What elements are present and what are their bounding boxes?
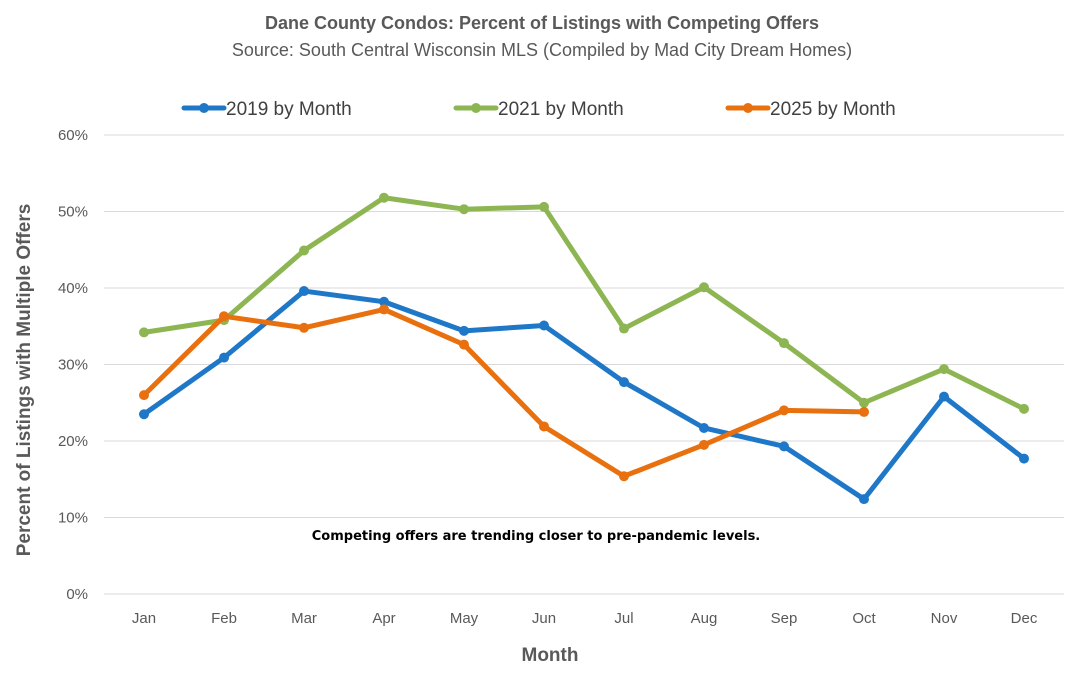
x-tick-label: May bbox=[450, 610, 479, 627]
x-tick-label: Oct bbox=[852, 610, 876, 627]
series-line bbox=[141, 288, 1027, 502]
data-point bbox=[139, 409, 149, 420]
legend-item: 2021 by Month bbox=[453, 99, 624, 120]
data-point bbox=[699, 439, 709, 450]
data-point bbox=[619, 377, 629, 388]
legend-swatch-marker bbox=[199, 103, 209, 113]
data-point bbox=[459, 339, 469, 350]
data-point bbox=[779, 338, 789, 349]
data-point bbox=[379, 296, 389, 307]
series-lines bbox=[139, 192, 1029, 505]
y-axis-ticks: 0% 10% 20% 30% 40% 50% 60% bbox=[58, 127, 88, 603]
x-tick-label: Nov bbox=[931, 610, 958, 627]
data-point bbox=[859, 406, 869, 417]
data-point bbox=[699, 422, 709, 433]
data-point bbox=[299, 286, 309, 297]
data-point bbox=[859, 494, 869, 505]
x-axis-ticks: Jan Feb Mar Apr May Jun Jul Aug Sep Oct Nov Dec bbox=[132, 610, 1038, 627]
chart-title: Dane County Condos: Percent of Listings … bbox=[265, 13, 819, 33]
series-2019 bbox=[139, 286, 1029, 505]
y-tick-label: 10% bbox=[58, 510, 88, 527]
data-point bbox=[619, 323, 629, 334]
legend-swatch-marker bbox=[471, 103, 481, 113]
legend-label: 2021 by Month bbox=[498, 99, 624, 120]
x-axis-title: Month bbox=[522, 645, 579, 666]
data-point bbox=[1019, 403, 1029, 414]
x-tick-label: Feb bbox=[211, 610, 237, 627]
data-point bbox=[139, 327, 149, 338]
series-line bbox=[141, 195, 1027, 412]
chart-annotation: Competing offers are trending closer to … bbox=[312, 529, 761, 544]
x-tick-label: Jul bbox=[614, 610, 633, 627]
data-point bbox=[859, 397, 869, 408]
chart-subtitle: Source: South Central Wisconsin MLS (Com… bbox=[232, 40, 852, 60]
data-point bbox=[139, 390, 149, 401]
data-point bbox=[459, 325, 469, 336]
legend-label: 2019 by Month bbox=[226, 99, 352, 120]
data-point bbox=[379, 304, 389, 315]
data-point bbox=[779, 441, 789, 452]
x-tick-label: Aug bbox=[691, 610, 718, 627]
data-point bbox=[539, 421, 549, 432]
data-point bbox=[939, 391, 949, 402]
data-point bbox=[779, 405, 789, 416]
data-point bbox=[1019, 453, 1029, 464]
data-point bbox=[619, 471, 629, 482]
y-tick-label: 30% bbox=[58, 357, 88, 374]
x-tick-label: Jan bbox=[132, 610, 156, 627]
y-tick-label: 20% bbox=[58, 433, 88, 450]
data-point bbox=[539, 201, 549, 212]
data-point bbox=[299, 245, 309, 256]
legend-label: 2025 by Month bbox=[770, 99, 896, 120]
data-point bbox=[539, 320, 549, 331]
series-2025 bbox=[139, 304, 869, 482]
y-tick-label: 50% bbox=[58, 204, 88, 221]
legend-swatch-marker bbox=[743, 103, 753, 113]
x-tick-label: Mar bbox=[291, 610, 317, 627]
data-point bbox=[219, 352, 229, 363]
data-point bbox=[459, 204, 469, 215]
legend-item: 2025 by Month bbox=[725, 99, 896, 120]
legend: 2019 by Month 2021 by Month 2025 by Month bbox=[181, 99, 896, 120]
data-point bbox=[699, 282, 709, 293]
x-tick-label: Jun bbox=[532, 610, 556, 627]
x-tick-label: Dec bbox=[1011, 610, 1038, 627]
data-point bbox=[379, 192, 389, 203]
gridlines bbox=[104, 134, 1064, 595]
series-line bbox=[141, 306, 867, 479]
series-2021 bbox=[139, 192, 1029, 414]
x-tick-label: Apr bbox=[372, 610, 395, 627]
data-point bbox=[299, 322, 309, 333]
y-tick-label: 0% bbox=[66, 586, 88, 603]
x-tick-label: Sep bbox=[771, 610, 798, 627]
y-tick-label: 60% bbox=[58, 127, 88, 144]
legend-item: 2019 by Month bbox=[181, 99, 352, 120]
data-point bbox=[219, 311, 229, 322]
y-axis-title: Percent of Listings with Multiple Offers bbox=[14, 204, 35, 557]
data-point bbox=[939, 364, 949, 375]
y-tick-label: 40% bbox=[58, 280, 88, 297]
